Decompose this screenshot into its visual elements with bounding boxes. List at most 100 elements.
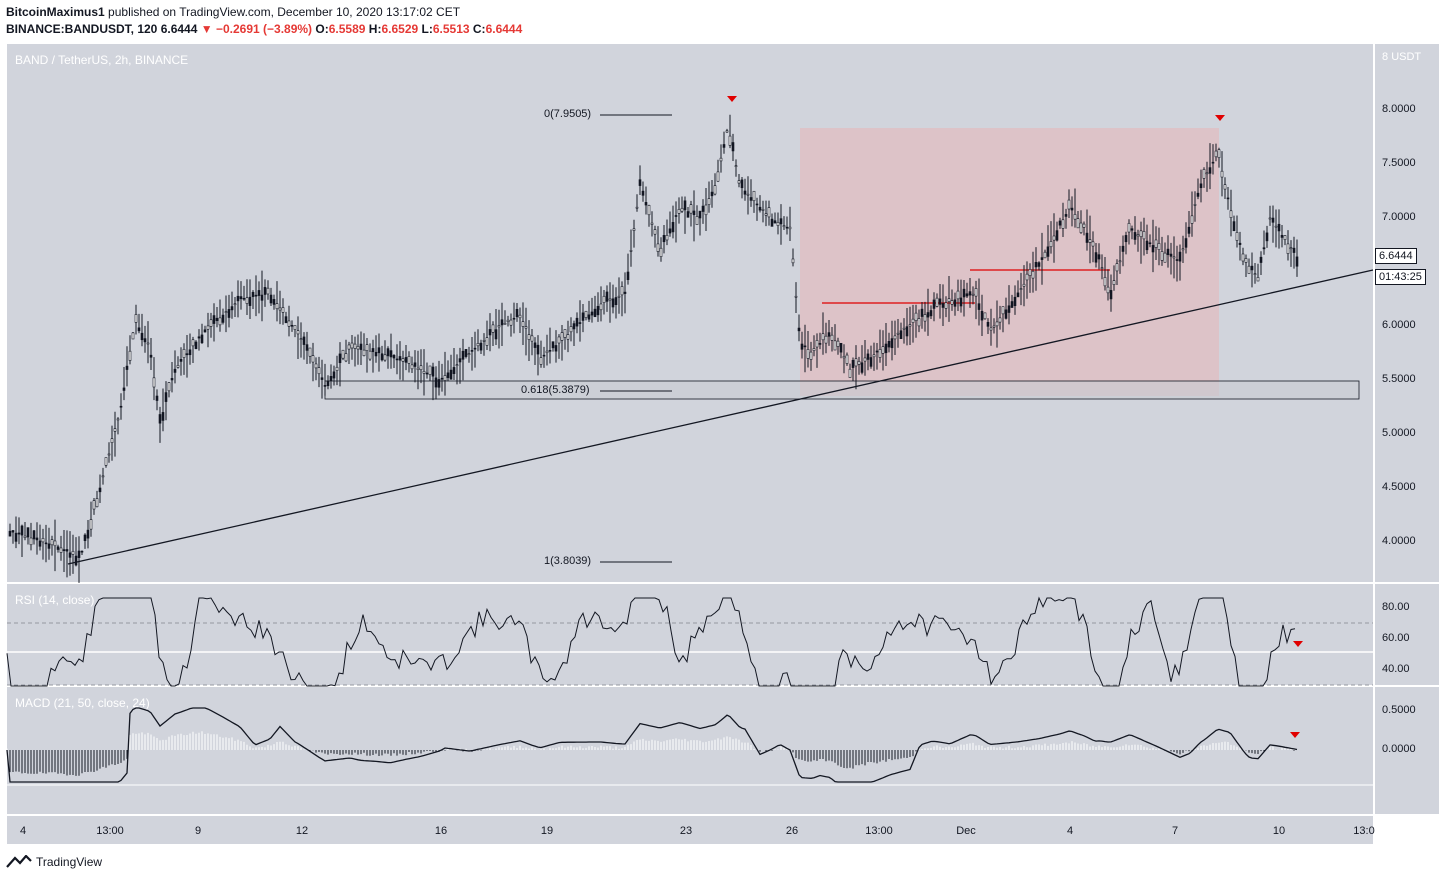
candle-body: [404, 357, 408, 363]
candle-body: [689, 204, 693, 214]
candle-body: [17, 532, 21, 535]
candle-body: [233, 303, 237, 306]
candle-body: [608, 298, 612, 301]
candle-body: [26, 527, 30, 538]
candle-body: [1076, 218, 1080, 229]
candle-body: [1172, 256, 1176, 259]
candle-body: [1118, 260, 1122, 263]
candle-body: [971, 293, 975, 296]
candle-body: [1064, 214, 1068, 217]
time-axis[interactable]: 4 13:00 9 12 16 19 23 26 13:00 Dec 4 7 1…: [7, 816, 1375, 844]
candle-body: [605, 291, 609, 302]
candle-body: [917, 318, 921, 327]
candle-body: [455, 364, 459, 367]
rsi-axis[interactable]: [1375, 584, 1439, 685]
candle-body: [260, 294, 264, 301]
candle-body: [770, 218, 774, 227]
down-arrow-icon: ▼: [200, 22, 213, 36]
candle-body: [332, 371, 336, 379]
price-tick: 4.0000: [1382, 535, 1416, 547]
candle-body: [890, 338, 894, 349]
candle-body: [839, 342, 843, 353]
candle-body: [782, 225, 786, 228]
candle-body: [749, 197, 753, 201]
candle-body: [461, 350, 465, 360]
candle-body: [641, 190, 645, 196]
high-value: 6.6529: [381, 22, 419, 36]
candle-body: [311, 355, 315, 363]
publisher-name[interactable]: BitcoinMaximus1: [6, 5, 105, 19]
candle-body: [158, 414, 162, 424]
price-tick: 7.5000: [1382, 157, 1416, 169]
candle-body: [11, 530, 15, 533]
candle-body: [617, 295, 621, 298]
candle-body: [797, 327, 801, 332]
candle-body: [1010, 301, 1014, 308]
candle-body: [806, 349, 810, 359]
candle-body: [137, 327, 141, 332]
candle-body: [101, 475, 105, 478]
candle-body: [1130, 228, 1134, 231]
published-text: published on TradingView.com, December 1…: [108, 5, 461, 19]
candle-body: [713, 185, 717, 195]
candle-body: [125, 365, 129, 370]
candle-body: [1193, 204, 1197, 206]
candle-body: [383, 354, 387, 361]
rsi-tick: 60.00: [1382, 632, 1410, 644]
candle-body: [596, 305, 600, 316]
price-axis[interactable]: [1375, 44, 1439, 582]
candle-body: [1181, 248, 1185, 251]
candle-body: [1166, 248, 1170, 256]
symbol-info: BINANCE:BANDUSDT, 120 6.6444 ▼ −0.2691 (…: [6, 22, 522, 36]
candle-body: [599, 303, 603, 311]
candle-body: [251, 291, 255, 297]
candle-body: [746, 193, 750, 196]
candle-body: [794, 295, 798, 298]
rsi-panel[interactable]: [7, 584, 1373, 685]
publish-info: BitcoinMaximus1 published on TradingView…: [6, 5, 460, 19]
candle-body: [1199, 183, 1203, 189]
candle-body: [1079, 222, 1083, 233]
candle-body: [377, 347, 381, 354]
tradingview-logo[interactable]: TradingView: [6, 855, 102, 869]
candle-body: [326, 380, 330, 387]
candle-body: [785, 226, 789, 229]
candle-body: [974, 288, 978, 297]
candle-body: [500, 319, 504, 326]
candle-body: [722, 144, 726, 148]
candle-body: [407, 356, 411, 364]
candle-body: [959, 297, 963, 307]
candle-body: [938, 298, 942, 305]
candle-body: [290, 324, 294, 327]
candle-body: [1070, 207, 1074, 211]
candle-body: [335, 366, 339, 371]
top-marker-1: [727, 96, 737, 102]
candle-body: [671, 222, 675, 233]
candle-body: [818, 343, 822, 345]
macd-axis[interactable]: [1375, 687, 1439, 814]
candle-body: [485, 337, 489, 346]
candle-body: [980, 310, 984, 321]
candle-body: [431, 366, 435, 377]
candle-body: [50, 539, 54, 546]
candle-body: [449, 369, 453, 380]
candle-body: [611, 298, 615, 308]
macd-panel[interactable]: [7, 687, 1373, 814]
candle-body: [674, 215, 678, 217]
candle-body: [548, 349, 552, 352]
candle-body: [1283, 235, 1287, 240]
low-label: L:: [421, 22, 433, 36]
countdown-label: 01:43:25: [1375, 269, 1426, 285]
candle-body: [140, 332, 144, 341]
candle-body: [20, 525, 24, 536]
candle-body: [911, 318, 915, 323]
candle-body: [473, 347, 477, 350]
candle-body: [698, 210, 702, 219]
candle-body: [365, 344, 369, 351]
candle-body: [1217, 149, 1221, 158]
candle-body: [467, 353, 471, 355]
candle-body: [176, 365, 180, 368]
price-tick: 6.0000: [1382, 319, 1416, 331]
candle-body: [527, 334, 531, 340]
